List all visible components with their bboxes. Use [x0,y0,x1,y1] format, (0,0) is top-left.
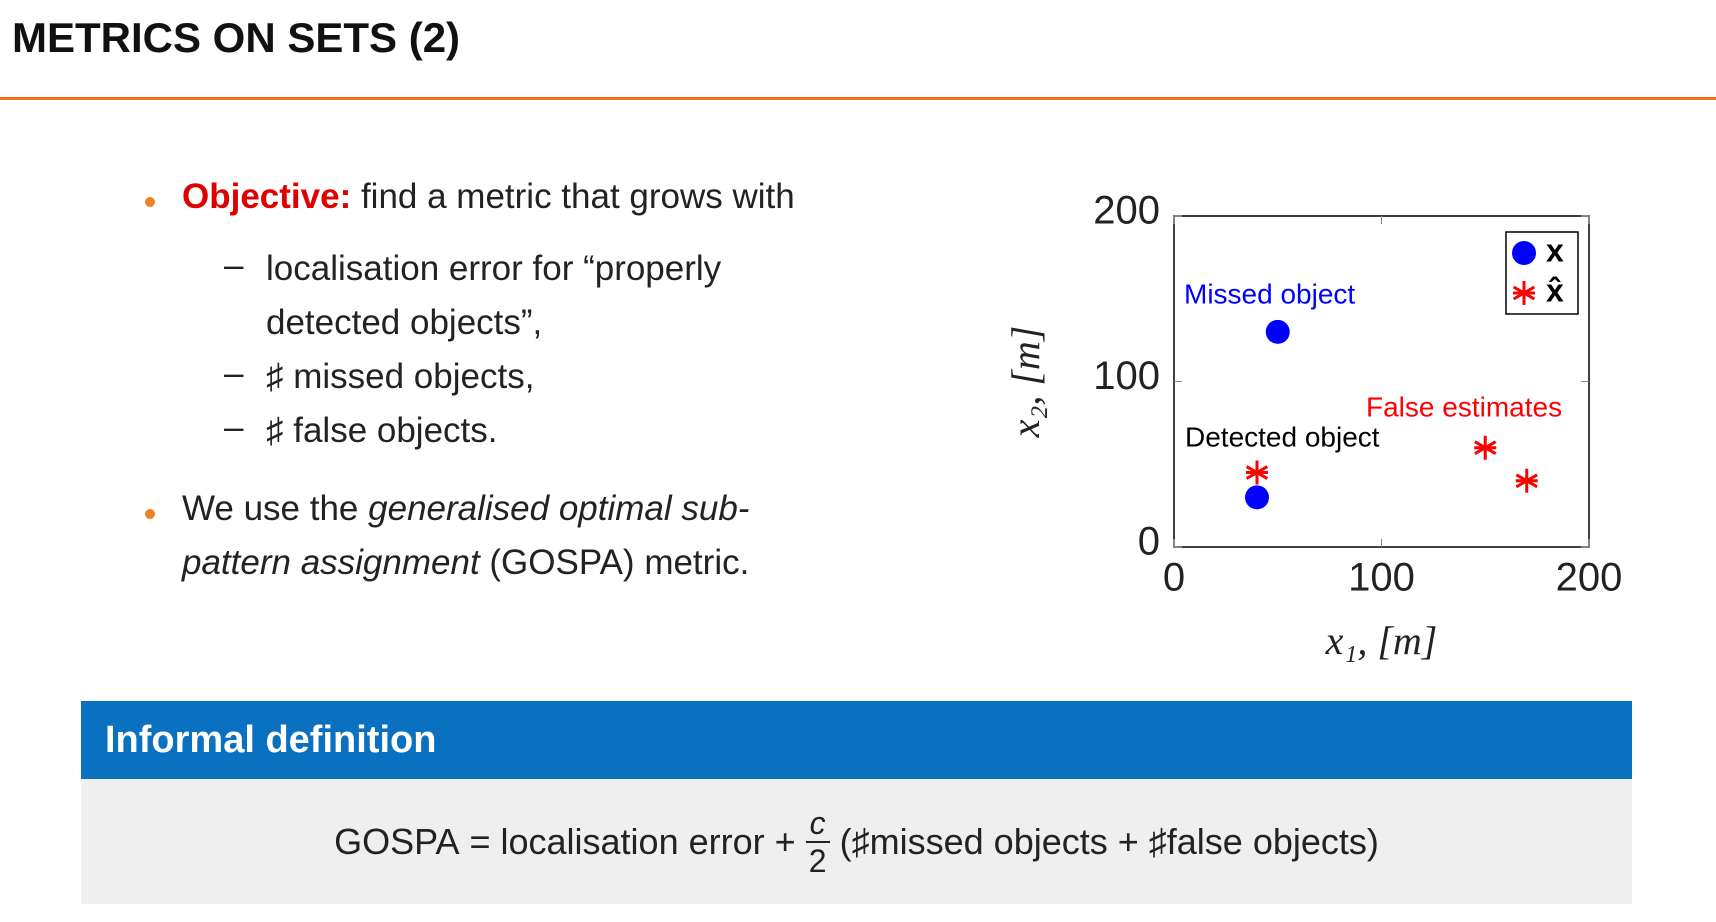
sub-dash: – [224,354,244,393]
y-tick-label: 100 [1093,354,1160,398]
sub-item: ♯ missed objects, [266,357,535,396]
bullet-text: We use the [182,489,369,528]
formula-part: = [469,820,491,862]
point [1515,468,1538,493]
bullet-dot [145,509,155,519]
point [1265,319,1290,344]
formula-part: + [1117,820,1139,862]
legend-label: x [1546,232,1564,268]
legend-label: x̂ [1546,272,1564,308]
bullet-dot [145,197,155,207]
title-rule [0,97,1716,100]
point [1245,460,1269,485]
point [1245,485,1269,510]
x-axis-label: x₁, [m] [1325,618,1438,663]
legend-marker [1512,241,1536,265]
x-tick-label: 0 [1163,556,1185,600]
formula-part: GOSPA [334,820,460,862]
sub-item: localisation error for “properly detecte… [266,249,722,342]
bullet: We use the generalised optimal sub-patte… [182,482,772,590]
sub-dash: – [224,246,244,285]
chart: 0 100 200 0 100 200 x₁, [m] x₂, [m] Missed objec… [1003,189,1623,664]
bullet-text: find a metric that grows with [351,177,795,216]
bullet: Objective: find a metric that grows with [182,170,795,224]
point [1474,435,1497,460]
x-tick-label: 200 [1556,556,1623,600]
y-tick-label: 200 [1093,189,1160,233]
formula-part: + [774,820,796,862]
sub-item: ♯ false objects. [266,411,498,450]
block-title: Informal definition [81,701,1632,779]
y-tick-label: 0 [1138,520,1160,564]
annotation: Detected object [1185,421,1380,452]
bullet-text: (GOSPA) metric. [479,543,750,582]
bullet-emphasis: generalised optimal sub-pattern assignme… [182,489,750,582]
formula-part: localisation error [500,820,765,862]
numerator: c [805,805,830,843]
slide-title: METRICS ON SETS (2) [12,14,461,61]
formula-part: ♯false objects) [1148,820,1379,862]
legend-marker [1512,281,1536,305]
denominator: 2 [808,842,827,879]
sub-dash: – [224,408,244,447]
annotation: Missed object [1184,278,1355,309]
y-axis-label: x₂, [m] [1003,326,1048,439]
annotation: False estimates [1366,391,1562,422]
formula-part: (♯missed objects [839,820,1108,862]
x-tick-label: 100 [1348,556,1415,600]
bullet-lead: Objective: [182,177,352,216]
